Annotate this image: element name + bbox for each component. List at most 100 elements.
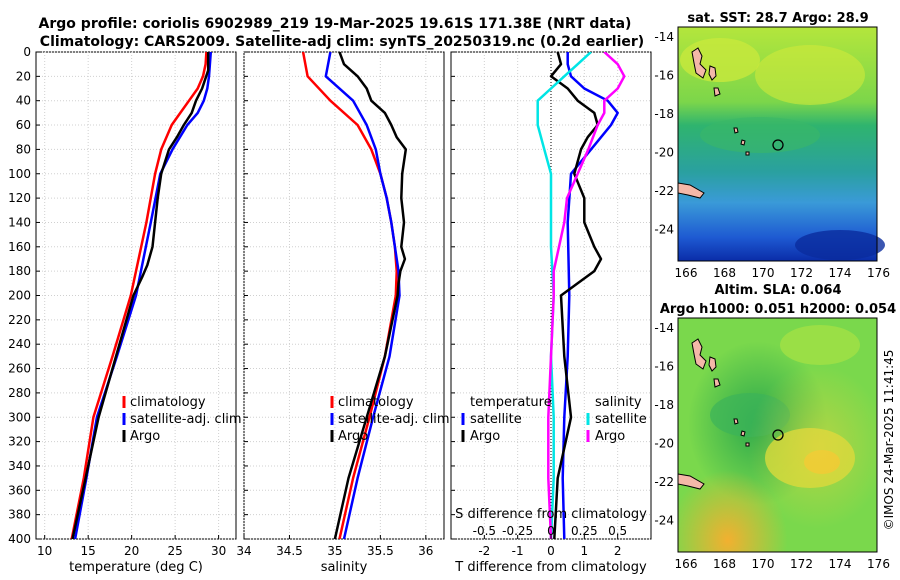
y-tick-label: 60 — [16, 118, 31, 132]
x-tick-label: -1 — [512, 544, 524, 558]
island-icon — [691, 47, 707, 79]
y-tick-label: 260 — [8, 362, 31, 376]
x-tick-label: 30 — [211, 544, 226, 558]
map-y-tick-label: -18 — [654, 398, 674, 412]
island-icon — [713, 378, 721, 388]
s-tick-label: -0.25 — [502, 524, 533, 538]
series-line-argo — [333, 52, 408, 539]
map-y-tick-label: -24 — [654, 223, 674, 237]
sla-map-title-2: Argo h1000: 0.051 h2000: 0.054 — [660, 302, 896, 317]
map-y-tick-label: -18 — [654, 107, 674, 121]
island-icon — [708, 356, 717, 372]
map-x-tick-label: 176 — [867, 557, 890, 571]
series-line-s-argo — [547, 52, 626, 539]
y-tick-label: 160 — [8, 240, 31, 254]
x-tick-label: 0 — [547, 544, 555, 558]
s-tick-label: 0.25 — [571, 524, 598, 538]
y-tick-label: 240 — [8, 337, 31, 351]
difference-xlabel: T difference from climatology — [454, 560, 647, 575]
map-y-tick-label: -14 — [654, 30, 674, 44]
s-tick-label: 0 — [547, 524, 555, 538]
y-tick-label: 320 — [8, 435, 31, 449]
s-tick-label: -0.5 — [473, 524, 496, 538]
y-tick-label: 80 — [16, 142, 31, 156]
map-y-tick-label: -16 — [654, 69, 674, 83]
y-tick-label: 280 — [8, 386, 31, 400]
sst-map-title: sat. SST: 28.7 Argo: 28.9 — [687, 11, 868, 26]
map-y-tick-label: -16 — [654, 360, 674, 374]
island-icon — [708, 65, 717, 81]
legend-label-argo: Argo — [130, 429, 160, 444]
y-tick-label: 20 — [16, 69, 31, 83]
series-line-climatology — [70, 52, 208, 539]
legend-label-argo: Argo — [338, 429, 368, 444]
legend-label-s-argo: Argo — [595, 429, 625, 444]
map-x-tick-label: 172 — [790, 266, 813, 280]
sla-map — [677, 317, 878, 553]
legend-heading-temperature: temperature — [470, 395, 552, 410]
x-tick-label: 25 — [167, 544, 182, 558]
s-tick-label: 0.5 — [608, 524, 627, 538]
salinity-xlabel: salinity — [321, 560, 368, 575]
map-x-tick-label: 168 — [713, 266, 736, 280]
x-tick-label: 15 — [81, 544, 96, 558]
title-line-1: Argo profile: coriolis 6902989_219 19-Ma… — [39, 16, 632, 32]
legend-heading-salinity: salinity — [595, 395, 642, 410]
temperature-xlabel: temperature (deg C) — [69, 560, 203, 575]
island-icon — [733, 418, 750, 447]
series-line-t-satellite — [561, 52, 619, 539]
y-tick-label: 100 — [8, 167, 31, 181]
sst-map — [677, 26, 885, 262]
y-tick-label: 220 — [8, 313, 31, 327]
island-icon — [713, 87, 721, 97]
y-tick-label: 300 — [8, 410, 31, 424]
y-tick-label: 180 — [8, 264, 31, 278]
argo-location-marker — [772, 139, 784, 151]
y-tick-label: 0 — [23, 45, 31, 59]
series-line-s-satellite — [536, 52, 592, 539]
map-x-tick-label: 176 — [867, 266, 890, 280]
x-tick-label: 36 — [418, 544, 433, 558]
map-x-tick-label: 174 — [829, 266, 852, 280]
island-icon — [691, 338, 707, 370]
x-tick-label: 35 — [327, 544, 342, 558]
y-tick-label: 360 — [8, 483, 31, 497]
legend-label-t-argo: Argo — [470, 429, 500, 444]
difference-legend: temperature satellite Argo salinity sate… — [461, 395, 647, 444]
sla-map-title-1: Altim. SLA: 0.064 — [715, 283, 842, 298]
legend-label-t-satellite: satellite — [470, 412, 522, 427]
y-tick-label: 400 — [8, 532, 31, 546]
s-difference-label: S difference from climatology — [455, 507, 647, 522]
legend-label-climatology: climatology — [338, 395, 414, 410]
series-line-t-argo — [549, 52, 603, 539]
legend-label-satellite: satellite-adj. clim — [130, 412, 242, 427]
x-tick-label: -2 — [478, 544, 490, 558]
legend-label-s-satellite: satellite — [595, 412, 647, 427]
series-line-argo — [71, 52, 210, 539]
x-tick-label: 10 — [37, 544, 52, 558]
map-y-tick-label: -20 — [654, 146, 674, 160]
argo-location-marker — [772, 429, 784, 441]
map-x-tick-label: 170 — [752, 266, 775, 280]
x-tick-label: 35.5 — [367, 544, 394, 558]
map-y-tick-label: -22 — [654, 184, 674, 198]
legend-label-climatology: climatology — [130, 395, 206, 410]
y-tick-label: 120 — [8, 191, 31, 205]
y-tick-label: 340 — [8, 459, 31, 473]
salinity-legend: climatology satellite-adj. clim Argo — [330, 395, 450, 444]
y-tick-label: 40 — [16, 94, 31, 108]
map-y-tick-label: -20 — [654, 437, 674, 451]
map-x-tick-label: 170 — [752, 557, 775, 571]
map-x-tick-label: 166 — [675, 266, 698, 280]
map-y-tick-label: -14 — [654, 321, 674, 335]
x-tick-label: 34.5 — [276, 544, 303, 558]
map-x-tick-label: 166 — [675, 557, 698, 571]
map-y-tick-label: -22 — [654, 475, 674, 489]
y-tick-label: 200 — [8, 289, 31, 303]
legend-label-satellite: satellite-adj. clim — [338, 412, 450, 427]
x-tick-label: 34 — [236, 544, 251, 558]
title-line-2: Climatology: CARS2009. Satellite-adj cli… — [40, 34, 644, 50]
map-y-tick-label: -24 — [654, 514, 674, 528]
map-x-tick-label: 172 — [790, 557, 813, 571]
